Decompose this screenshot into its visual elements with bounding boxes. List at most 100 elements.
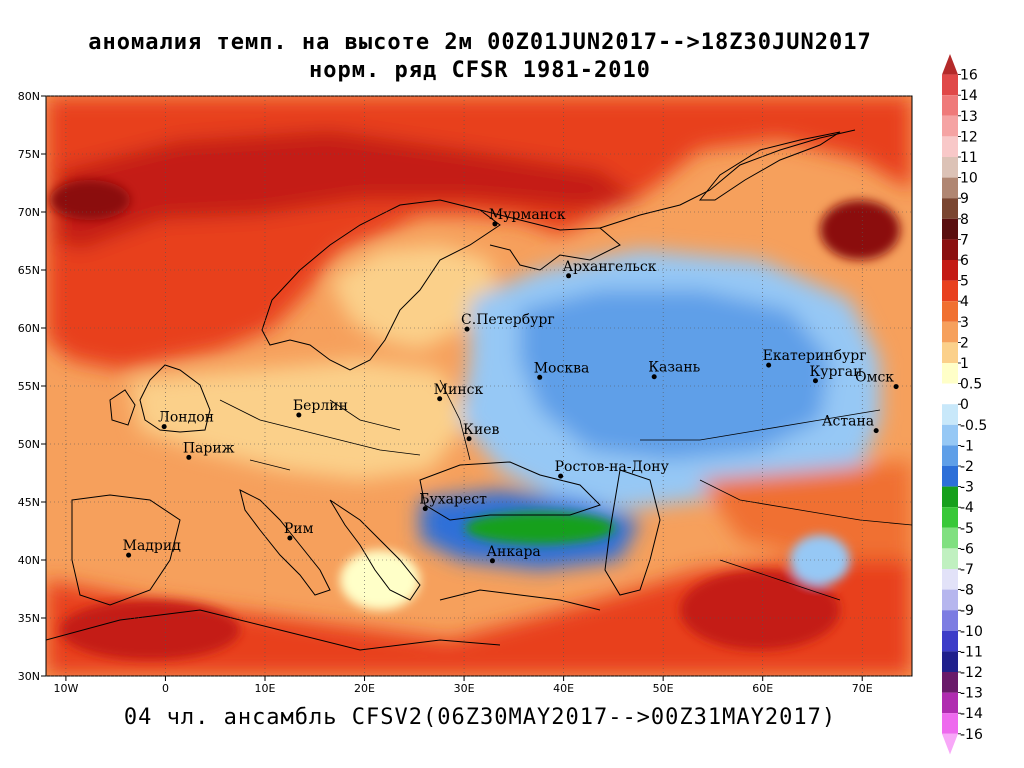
city-marker (464, 326, 470, 332)
chart-title-line2: норм. ряд CFSR 1981-2010 (309, 58, 651, 83)
colorbar-swatch (942, 383, 958, 405)
colorbar-label: -10 (960, 624, 983, 640)
colorbar-swatch (942, 713, 958, 734)
city-marker (287, 535, 293, 541)
border-sample-europe (219, 379, 471, 471)
lat-tick-label: 35N (18, 612, 40, 625)
colorbar-label: 16 (960, 68, 978, 84)
colorbar-label: 8 (960, 212, 969, 228)
city-label: Минск (434, 382, 484, 398)
colorbar-swatch (942, 115, 958, 137)
warm-spot-iran (680, 570, 840, 650)
city-marker (873, 428, 879, 434)
city-marker (766, 362, 772, 368)
green-anomaly-spot (465, 512, 615, 544)
colorbar-label: 11 (960, 150, 978, 166)
colorbar-swatch (942, 239, 958, 260)
city-marker (558, 473, 564, 479)
colorbar-swatch (942, 218, 958, 240)
lon-tick-label: 20E (354, 682, 375, 695)
coast-balkans-greece (329, 499, 421, 601)
city-label: Архангельск (563, 259, 657, 275)
city-label: Омск (855, 370, 894, 386)
lon-tick-label: 40E (553, 682, 574, 695)
colorbar-label: -7 (960, 562, 974, 578)
city-marker (489, 558, 495, 564)
warm-spot-siberia (820, 200, 900, 260)
city-label: Ростов-на-Дону (555, 459, 670, 475)
colorbar-swatch (942, 54, 958, 75)
coast-caspian (604, 469, 661, 596)
coast-black-sea (419, 461, 601, 521)
border-sample-asia (640, 409, 912, 601)
city-marker (126, 552, 132, 558)
colorbar-label: -14 (960, 706, 983, 722)
city-label: Бухарест (419, 492, 487, 508)
lon-tick-label: 30E (454, 682, 475, 695)
city-marker (296, 412, 302, 418)
latitude-ticks: 30N 35N 40N 45N 50N 55N 60N 65N 70N 75N 80N (18, 90, 46, 683)
colorbar-swatch (942, 424, 958, 446)
colorbar-label: 9 (960, 191, 969, 207)
colorbar-label: 10 (960, 171, 978, 187)
colorbar-label: 0 (960, 397, 969, 413)
colorbar-label: -0.5 (960, 418, 987, 434)
colorbar-swatch (942, 466, 958, 487)
colorbar-swatch (942, 136, 958, 157)
chart-subtitle: 04 чл. ансамбль CFSV2(06Z30MAY2017-->00Z… (123, 705, 837, 730)
colorbar-label: -11 (960, 644, 983, 660)
colorbar-swatch (942, 589, 958, 611)
lon-tick-label: 50E (653, 682, 674, 695)
colorbar-label: -6 (960, 541, 974, 557)
gridlines (46, 95, 912, 677)
colorbar: 16 14 13 12 11 10 9 8 7 6 5 4 3 2 1 0.5 0 -0.5 -1 -2 -3 -4 -5 -… (942, 54, 987, 755)
lat-tick-label: 55N (18, 380, 40, 393)
city-marker (437, 396, 443, 402)
coast-ireland (109, 389, 136, 426)
colorbar-swatch (942, 486, 958, 508)
city-label: Рим (284, 521, 314, 537)
colorbar-swatch (942, 569, 958, 590)
colorbar-label: 1 (960, 356, 969, 372)
colorbar-swatch (942, 610, 958, 631)
city-label: Екатеринбург (763, 348, 867, 364)
lat-tick-label: 30N (18, 670, 40, 683)
colorbar-swatch (942, 157, 958, 178)
colorbar-swatch (942, 342, 958, 363)
city-markers: Мурманск Архангельск С.Петербург Москва Каза… (123, 207, 899, 564)
colorbar-label: -4 (960, 500, 974, 516)
colorbar-swatch (942, 321, 958, 343)
lat-tick-label: 75N (18, 148, 40, 161)
lat-tick-label: 50N (18, 438, 40, 451)
city-marker (812, 378, 818, 384)
city-marker (651, 374, 657, 380)
lon-tick-label: 10W (53, 682, 78, 695)
colorbar-label: 0.5 (960, 377, 982, 393)
colorbar-swatch (942, 733, 958, 755)
coast-britain (139, 364, 211, 433)
colorbar-swatch (942, 630, 958, 652)
lon-tick-label: 60E (752, 682, 773, 695)
lat-tick-label: 65N (18, 264, 40, 277)
colorbar-label: 12 (960, 129, 978, 145)
city-label: С.Петербург (461, 312, 555, 328)
city-label: Лондон (158, 410, 214, 426)
city-label: Астана (822, 414, 874, 430)
lon-tick-label: 0 (162, 682, 169, 695)
lat-tick-label: 70N (18, 206, 40, 219)
city-marker (492, 221, 498, 227)
anomaly-region-scandinavia-neutral (330, 245, 500, 350)
anomaly-field (46, 96, 912, 676)
lat-tick-label: 60N (18, 322, 40, 335)
coast-mediterranean-east (439, 589, 601, 611)
coast-russia-arctic (599, 129, 856, 229)
colorbar-swatch (942, 692, 958, 714)
coast-kola-white-sea (479, 209, 621, 271)
coastlines (46, 129, 912, 651)
colorbar-swatch (942, 260, 958, 281)
colorbar-label: -13 (960, 686, 983, 702)
city-label: Мурманск (489, 207, 566, 223)
warm-spot-north-africa (60, 600, 240, 660)
chart-title-line1: аномалия темп. на высоте 2м 00Z01JUN2017… (88, 30, 872, 55)
